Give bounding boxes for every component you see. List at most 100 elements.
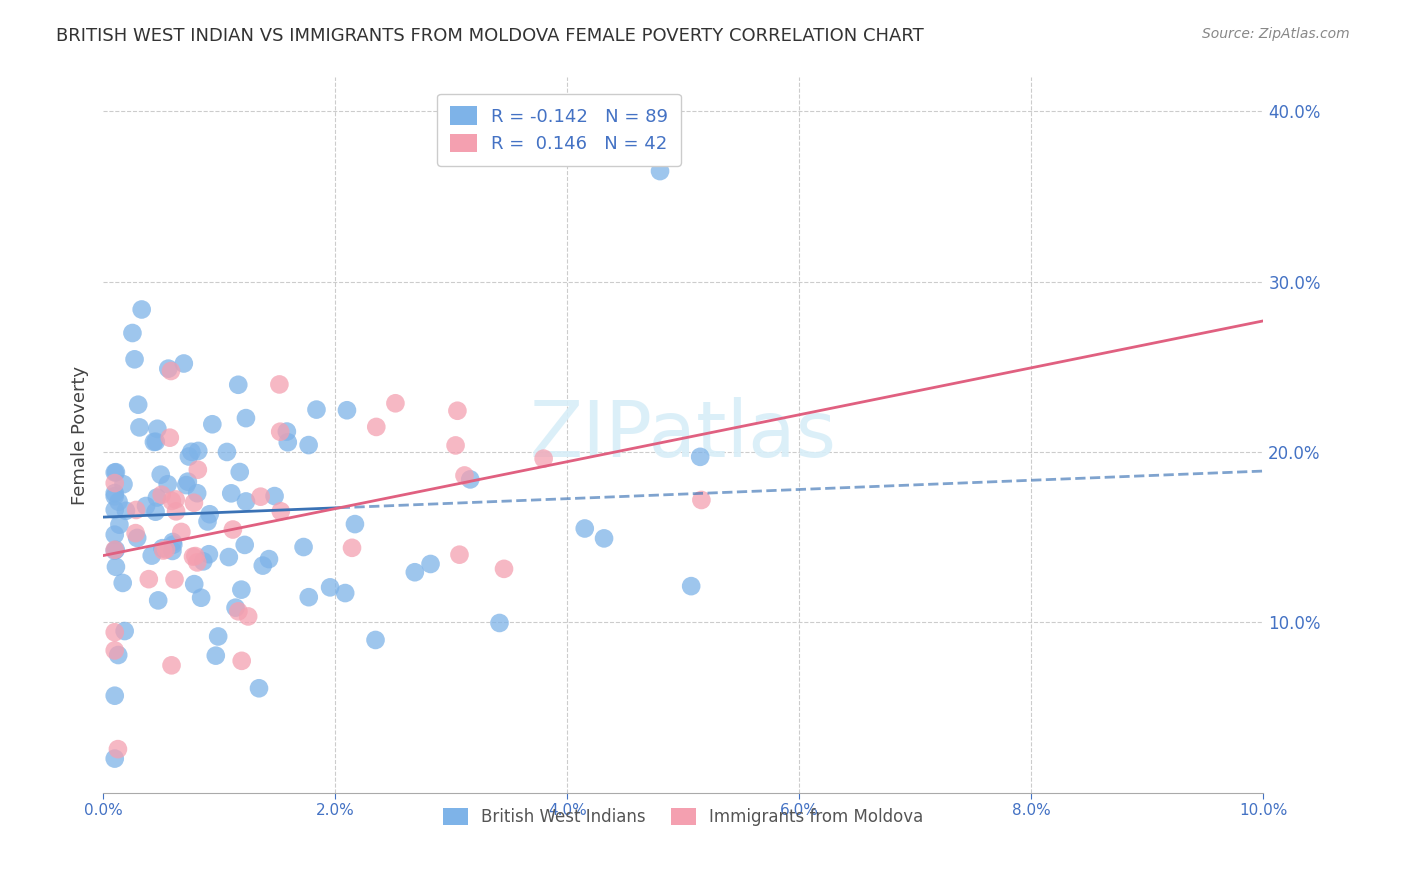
Point xyxy=(298,438,321,452)
Point xyxy=(104,559,127,574)
Legend: British West Indians, Immigrants from Moldova: British West Indians, Immigrants from Mo… xyxy=(434,799,932,834)
Point xyxy=(104,542,127,557)
Point xyxy=(112,477,135,491)
Point xyxy=(180,445,202,459)
Point xyxy=(219,486,242,500)
Point xyxy=(173,356,195,370)
Point xyxy=(207,630,229,644)
Point xyxy=(384,396,406,410)
Point xyxy=(115,504,138,518)
Point xyxy=(104,543,127,558)
Point xyxy=(204,648,226,663)
Point xyxy=(104,643,127,657)
Point xyxy=(270,504,292,518)
Point xyxy=(335,586,357,600)
Y-axis label: Female Poverty: Female Poverty xyxy=(72,366,89,505)
Point xyxy=(197,515,219,529)
Point xyxy=(190,591,212,605)
Point xyxy=(277,435,299,450)
Point xyxy=(125,503,148,517)
Point xyxy=(146,491,169,505)
Point xyxy=(257,552,280,566)
Point xyxy=(298,590,321,604)
Point xyxy=(235,494,257,508)
Point xyxy=(292,540,315,554)
Point xyxy=(218,550,240,565)
Point xyxy=(458,472,481,486)
Point xyxy=(150,488,173,502)
Point xyxy=(104,466,127,480)
Point xyxy=(319,580,342,594)
Point xyxy=(198,547,221,561)
Point xyxy=(177,475,200,489)
Point xyxy=(104,476,127,491)
Point xyxy=(104,465,127,479)
Point xyxy=(163,573,186,587)
Point xyxy=(689,450,711,464)
Point xyxy=(183,496,205,510)
Point xyxy=(231,582,253,597)
Point xyxy=(104,489,127,503)
Point xyxy=(152,541,174,556)
Point xyxy=(141,549,163,563)
Point xyxy=(184,549,207,563)
Point xyxy=(127,398,149,412)
Point xyxy=(124,352,146,367)
Point xyxy=(187,444,209,458)
Point xyxy=(276,425,298,439)
Point xyxy=(366,420,388,434)
Point xyxy=(263,489,285,503)
Point xyxy=(135,499,157,513)
Point xyxy=(160,658,183,673)
Text: BRITISH WEST INDIAN VS IMMIGRANTS FROM MOLDOVA FEMALE POVERTY CORRELATION CHART: BRITISH WEST INDIAN VS IMMIGRANTS FROM M… xyxy=(56,27,924,45)
Point xyxy=(186,486,208,500)
Point xyxy=(419,557,441,571)
Point xyxy=(104,689,127,703)
Point xyxy=(225,600,247,615)
Point xyxy=(146,422,169,436)
Point xyxy=(201,417,224,432)
Point xyxy=(492,562,515,576)
Point xyxy=(269,425,291,439)
Point xyxy=(162,544,184,558)
Point xyxy=(108,517,131,532)
Point xyxy=(159,431,181,445)
Point xyxy=(107,742,129,756)
Text: Source: ZipAtlas.com: Source: ZipAtlas.com xyxy=(1202,27,1350,41)
Point xyxy=(155,542,177,557)
Point xyxy=(187,463,209,477)
Point xyxy=(104,486,127,500)
Point xyxy=(111,576,134,591)
Point xyxy=(235,411,257,425)
Point xyxy=(340,541,363,555)
Point xyxy=(162,535,184,549)
Point xyxy=(183,577,205,591)
Point xyxy=(336,403,359,417)
Point xyxy=(252,558,274,573)
Point xyxy=(145,434,167,449)
Point xyxy=(104,625,127,640)
Point xyxy=(148,593,170,607)
Point xyxy=(152,543,174,558)
Point xyxy=(593,532,616,546)
Point xyxy=(127,531,149,545)
Point xyxy=(142,435,165,450)
Point xyxy=(128,420,150,434)
Point xyxy=(104,751,127,765)
Point xyxy=(453,468,475,483)
Point xyxy=(236,609,259,624)
Point xyxy=(107,494,129,508)
Point xyxy=(177,450,200,464)
Point xyxy=(215,445,238,459)
Point xyxy=(114,624,136,638)
Point xyxy=(226,377,249,392)
Point xyxy=(193,554,215,568)
Point xyxy=(343,517,366,532)
Point xyxy=(449,548,471,562)
Point xyxy=(231,654,253,668)
Point xyxy=(160,494,183,508)
Point xyxy=(160,364,183,378)
Point xyxy=(249,490,271,504)
Point xyxy=(170,524,193,539)
Point xyxy=(305,402,328,417)
